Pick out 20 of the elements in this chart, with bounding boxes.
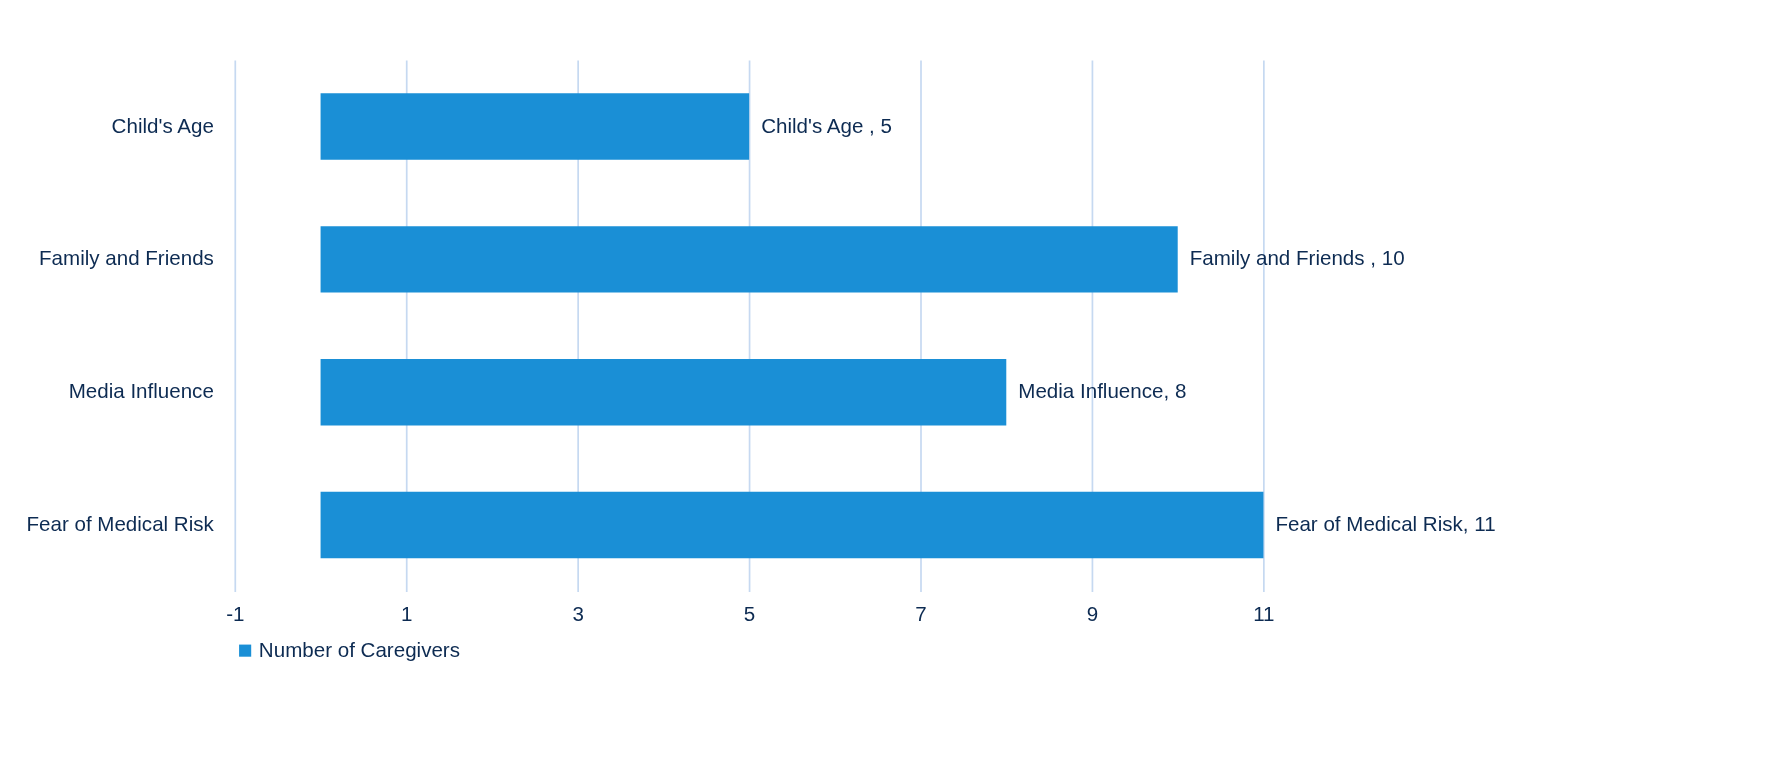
x-tick-label: -1 (226, 602, 245, 626)
y-tick-label: Family and Friends (39, 246, 214, 270)
bar (320, 226, 1178, 293)
x-tick-label: 7 (915, 602, 927, 626)
data-label: Child's Age , 5 (761, 113, 892, 137)
x-tick-label: 3 (572, 602, 584, 626)
data-label: Family and Friends , 10 (1189, 246, 1405, 270)
bar (320, 491, 1264, 559)
data-label: Media Influence, 8 (1018, 379, 1187, 403)
bar (320, 93, 750, 160)
bar (320, 359, 1007, 426)
y-tick-label: Media Influence (68, 379, 214, 403)
y-tick-label: Child's Age (111, 113, 214, 137)
x-tick-label: 11 (1253, 602, 1275, 626)
y-tick-label: Fear of Medical Risk (26, 512, 215, 536)
x-tick-label: 9 (1086, 602, 1099, 626)
legend-label: Number of Caregivers (258, 637, 460, 661)
x-tick-label: 1 (401, 602, 413, 626)
data-label: Fear of Medical Risk, 11 (1275, 512, 1496, 536)
x-tick-label: 5 (743, 602, 756, 626)
